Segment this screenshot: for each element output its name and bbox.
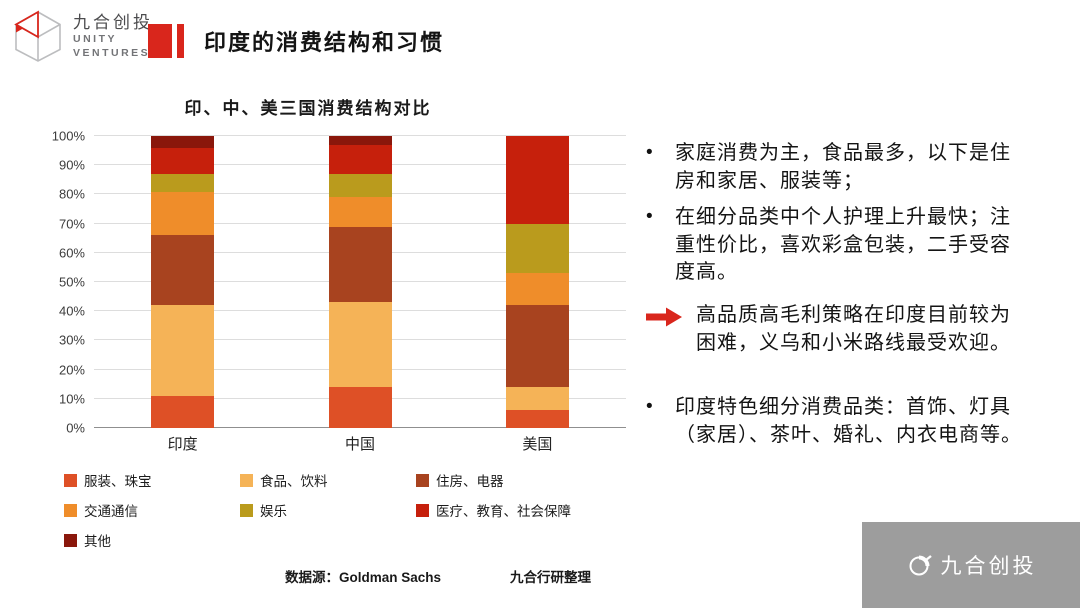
legend-item: 娱乐 [240,500,416,520]
bar-segment [328,197,392,227]
stacked-bar-3 [505,136,569,428]
bullet-icon: • [646,396,653,418]
x-axis-labels: 印度 中国 美国 [94,433,626,457]
title-accent-bar-wide [148,24,172,58]
legend-label: 住房、电器 [436,474,504,489]
logo-mark-icon [14,10,61,62]
y-tick-label: 60% [58,245,85,261]
y-tick-label: 0% [66,420,85,436]
y-tick-label: 100% [51,128,85,144]
y-tick-label: 30% [58,332,85,348]
y-tick-label: 40% [58,303,85,319]
bullet-icon: • [646,142,653,163]
legend-item: 医疗、教育、社会保障 [416,500,642,520]
stacked-bar-1 [151,136,215,428]
note-text: 在细分品类中个人护理上升最快；注重性价比，喜欢彩盒包装，二手受容度高。 [675,206,1011,284]
credit-label: 九合行研整理 [510,570,591,585]
legend-swatch [64,533,77,547]
logo-text-block: 九合创投 UNITY VENTURES [73,12,153,61]
logo-en-text-unity: UNITY [73,32,117,45]
bar-segment [151,395,215,428]
watermark-text: 九合创投 [940,555,1037,578]
legend-item: 交通通信 [64,500,240,520]
legend-swatch [240,503,253,517]
y-tick-label: 90% [58,157,85,173]
legend-item: 其他 [64,530,240,550]
y-tick-label: 10% [58,391,85,407]
plot-area: 0% 10% 20% 30% 40% 50% 60% 70% 80% 90% 100% [52,130,626,435]
note-text: 高品质高毛利策略在印度目前较为困难，义乌和小米路线最受欢迎。 [696,303,1011,354]
bar-segment [151,173,215,192]
x-axis-label: 印度 [167,436,198,453]
chart-legend: 服装、珠宝 食品、饮料 住房、电器交通通信 娱乐 医疗、教育、社会保障其他 [64,470,642,550]
x-axis-label: 美国 [522,436,553,453]
legend-swatch [64,503,77,517]
gridline [94,135,626,136]
bar-segment [151,191,215,236]
bullet-item: • 印度特色细分消费品类：首饰、灯具（家居）、茶叶、婚礼、内衣电商等。 [646,394,1028,449]
logo-en-text-ventures: VENTURES [73,46,151,59]
watermark-logo-icon [909,554,932,575]
legend-swatch [240,473,253,487]
note-text: 家庭消费为主，食品最多，以下是住房和家居、服装等； [675,142,1011,192]
bullet-item: • 家庭消费为主，食品最多，以下是住房和家居、服装等； [646,140,1028,195]
bar-segment [505,273,569,306]
y-tick-label: 20% [58,362,85,378]
bar-segment [505,223,569,274]
bar-segment [328,387,392,428]
legend-item: 食品、饮料 [240,470,416,490]
logo-cn-text: 九合创投 [73,12,153,32]
source-row: 数据源：Goldman Sachs 九合行研整理 [38,566,642,585]
bar-segment [328,136,392,145]
legend-swatch [416,473,429,487]
bar-segment [151,136,215,148]
bar-segment [328,144,392,174]
data-source-label: 数据源：Goldman Sachs [285,570,442,585]
header: 九合创投 UNITY VENTURES 印度的消费结构和习惯 [12,8,1072,72]
legend-swatch [64,473,77,487]
arrow-note: 高品质高毛利策略在印度目前较为困难，义乌和小米路线最受欢迎。 [646,302,1028,357]
stacked-bar-2 [328,136,392,428]
legend-label: 交通通信 [84,504,138,519]
y-tick-label: 80% [58,186,85,202]
legend-item: 服装、珠宝 [64,470,240,490]
x-axis-label: 中国 [344,436,376,453]
bar-segment [505,136,569,224]
legend-label: 食品、饮料 [260,474,328,489]
legend-label: 服装、珠宝 [84,474,152,489]
bar-segment [505,387,569,411]
bar-segment [151,305,215,396]
bar-segment [151,235,215,306]
slide-title-block: 印度的消费结构和习惯 [148,20,444,62]
watermark: 九合创投 [862,522,1080,608]
note-text: 印度特色细分消费品类：首饰、灯具（家居）、茶叶、婚礼、内衣电商等。 [675,396,1022,446]
bullet-icon: • [646,206,653,228]
legend-label: 其他 [84,534,111,549]
bar-segment [505,305,569,388]
legend-label: 医疗、教育、社会保障 [436,504,571,519]
legend-swatch [416,503,429,517]
bar-segment [328,226,392,303]
arrow-icon [646,302,696,357]
title-accent-bar-thin [177,24,184,58]
chart-title: 印、中、美三国消费结构对比 [184,99,432,118]
chart-section: 印、中、美三国消费结构对比 0% 10% 20% 30% 40% 50% 60% 70% 80%… [38,94,642,585]
notes-panel: • 家庭消费为主，食品最多，以下是住房和家居、服装等； • 在细分品类中个人护理上升最… [646,140,1028,458]
bullet-item: • 在细分品类中个人护理上升最快；注重性价比，喜欢彩盒包装，二手受容度高。 [646,204,1028,287]
y-tick-label: 70% [58,216,85,232]
y-tick-label: 50% [58,274,85,290]
page-title: 印度的消费结构和习惯 [204,30,445,55]
unity-ventures-logo: 九合创投 UNITY VENTURES [12,10,153,62]
legend-label: 娱乐 [260,504,287,519]
legend-item: 住房、电器 [416,470,642,490]
bar-segment [151,147,215,174]
bar-segment [328,174,392,198]
bar-segment [505,410,569,428]
bar-segment [328,302,392,388]
